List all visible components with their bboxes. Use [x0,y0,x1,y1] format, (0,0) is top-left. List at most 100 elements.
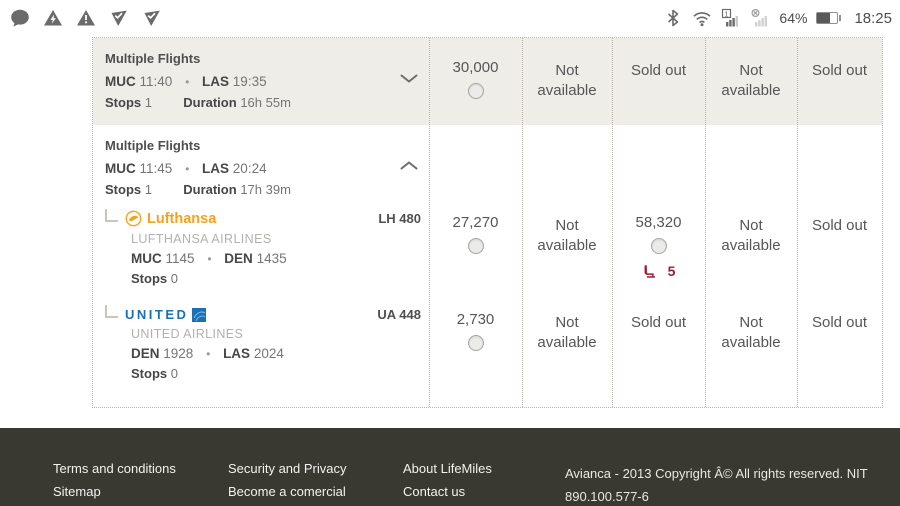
fare-cell: Sold out [612,298,705,393]
sim1-number: 1 [725,9,729,18]
sync-done-icon [111,10,127,26]
availability-text: Sold out [630,314,687,331]
fare-cell: Sold out [797,298,882,393]
route-separator: • [185,75,190,89]
signal-sim2-off-icon [751,8,768,27]
destination-code: LAS [223,346,251,361]
flight-number: LH 480 [378,211,421,226]
segment-info: UNITED UA 448 UNITED AIRLINES DEN 1928 [93,298,429,393]
destination-code: DEN [224,251,253,266]
battery-icon [816,12,842,24]
fare-cell: Not available [705,201,797,298]
availability-text: Not available [721,62,781,99]
origin-time: 11:45 [139,161,173,176]
segment-connector [105,305,118,318]
airline-full-name: UNITED AIRLINES [131,327,244,341]
availability-text: Sold out [811,62,868,79]
duration-label: Duration [183,95,237,110]
airline-name: UNITED [125,307,189,322]
fare-cell: Sold out [797,201,882,298]
destination-time: 2024 [253,346,284,361]
route-separator: • [207,252,212,266]
footer-link-security[interactable]: Security and Privacy [228,461,347,476]
miles-price: 2,730 [456,311,495,328]
origin-code: MUC [105,74,136,89]
footer-link-about[interactable]: About LifeMiles [403,461,492,476]
segment-row-lufthansa: Lufthansa LH 480 LUFTHANSA AIRLINES MUC … [93,201,882,298]
flight-summary[interactable]: Multiple Flights MUC 11:40 • LAS 19:35 S… [93,38,429,125]
signal-sim1-icon: 1 [722,8,739,27]
seat-icon [644,264,655,278]
flight-row-expanded-header: Multiple Flights MUC 11:45 • LAS 20:24 S… [93,125,882,201]
fare-cell: Not available [705,298,797,393]
flight-title: Multiple Flights [105,51,201,66]
warning-icon [77,10,95,26]
stops-label: Stops [131,271,168,286]
segment-row-united: UNITED UA 448 UNITED AIRLINES DEN 1928 [93,298,882,393]
footer: Terms and conditions Sitemap Security an… [0,428,900,506]
segment-route: MUC 1145 • DEN 1435 [131,251,421,266]
stops-value: 0 [170,271,178,286]
chevron-down-icon[interactable] [400,74,418,83]
flight-route: MUC 11:45 • LAS 20:24 [105,161,419,176]
origin-code: MUC [131,251,162,266]
storm-alert-icon [44,10,62,26]
column-divider [705,38,706,407]
fare-radio[interactable] [650,238,667,254]
stops-value: 0 [170,366,178,381]
airline-full-name: LUFTHANSA AIRLINES [131,232,272,246]
stops-line: Stops 0 [131,366,421,381]
fare-cell: Not available [522,201,612,298]
sync-done-icon [144,10,160,26]
column-divider [797,38,798,407]
miles-price: 27,270 [452,214,499,231]
airline-name: Lufthansa [147,210,217,227]
seats-left-indicator: 5 [612,263,705,279]
chevron-up-icon[interactable] [400,161,418,170]
duration-value: 17h 39m [240,182,291,197]
origin-time: 1145 [165,251,195,266]
flight-summary[interactable]: Multiple Flights MUC 11:45 • LAS 20:24 S… [93,125,429,201]
clock: 18:25 [854,9,892,27]
segment-connector [105,209,118,222]
fare-cell: 2,730 [429,298,522,393]
column-divider [612,38,613,407]
availability-text: Not available [721,314,781,351]
bluetooth-icon [668,9,679,27]
stops-duration-line: Stops 1 Duration 17h 39m [105,182,419,197]
availability-text: Not available [537,217,597,254]
fare-cell: Not available [522,38,612,125]
footer-link-comercial[interactable]: Become a comercial [228,484,346,499]
footer-link-terms[interactable]: Terms and conditions [53,461,176,476]
route-separator: • [206,347,211,361]
flight-results-table: Multiple Flights MUC 11:40 • LAS 19:35 S… [92,37,883,408]
flight-route: MUC 11:40 • LAS 19:35 [105,74,419,89]
fare-radio[interactable] [467,83,484,99]
flight-row-collapsed: Multiple Flights MUC 11:40 • LAS 19:35 S… [93,38,882,125]
destination-time: 20:24 [232,161,267,176]
fare-radio[interactable] [467,335,484,351]
destination-code: LAS [202,74,230,89]
availability-text: Not available [537,314,597,351]
stops-duration-line: Stops 1 Duration 16h 55m [105,95,419,110]
fare-cell: 30,000 [429,38,522,125]
battery-percent: 64% [779,10,808,26]
fare-cell: 27,270 [429,201,522,298]
fare-cell: Sold out [797,38,882,125]
stops-label: Stops [105,182,142,197]
fare-cell: Not available [705,38,797,125]
availability-text: Not available [537,62,597,99]
availability-text: Sold out [630,62,687,79]
footer-link-contact[interactable]: Contact us [403,484,466,499]
wifi-icon [693,12,712,27]
united-logo-icon [192,307,207,322]
destination-time: 1435 [256,251,287,266]
fare-radio[interactable] [467,238,484,254]
status-bar: 1 64% 18:25 [0,0,900,36]
route-separator: • [185,162,190,176]
duration-label: Duration [183,182,237,197]
stops-label: Stops [131,366,168,381]
duration-value: 16h 55m [240,95,291,110]
footer-link-sitemap[interactable]: Sitemap [53,484,101,499]
